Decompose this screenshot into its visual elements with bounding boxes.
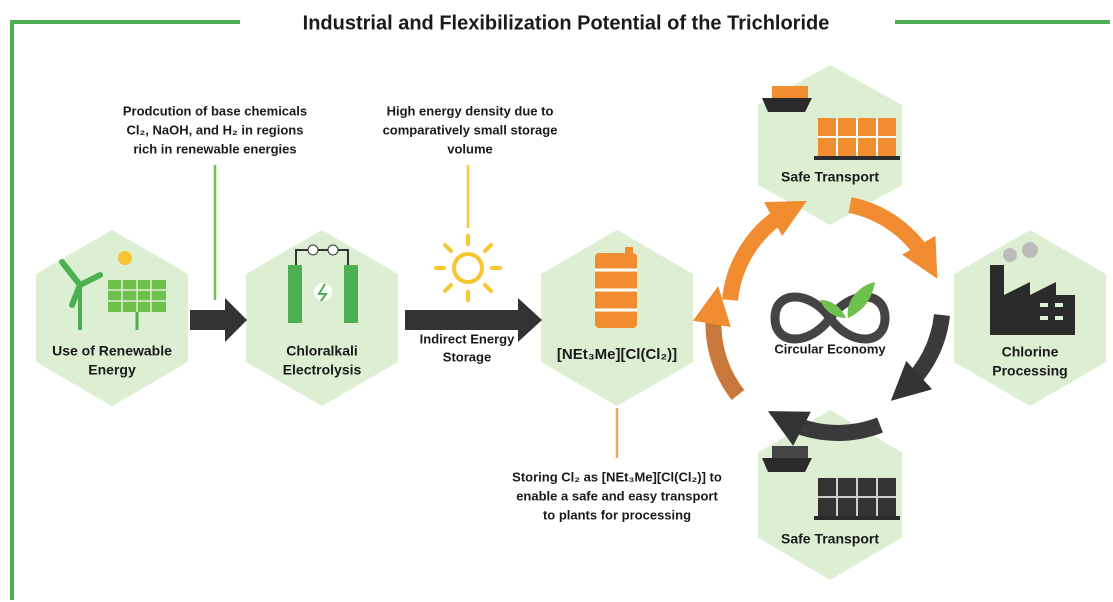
icon-barrel bbox=[595, 247, 637, 328]
node-label: Chlorine bbox=[1002, 344, 1059, 360]
annotation: to plants for processing bbox=[543, 507, 691, 522]
node-label: Energy bbox=[88, 362, 136, 378]
arrow bbox=[190, 298, 247, 342]
hexagon bbox=[246, 230, 398, 406]
arrow-label: Indirect Energy bbox=[420, 331, 515, 346]
node-label: Electrolysis bbox=[283, 362, 362, 378]
icon-sun bbox=[436, 236, 500, 300]
annotation: rich in renewable energies bbox=[133, 141, 296, 156]
annotation: High energy density due to bbox=[387, 103, 554, 118]
annotation: comparatively small storage bbox=[383, 122, 558, 137]
icon-circular bbox=[775, 282, 885, 339]
title: Industrial and Flexibilization Potential… bbox=[303, 12, 830, 34]
annotation: Storing Cl₂ as [NEt₃Me][Cl(Cl₂)] to bbox=[512, 469, 722, 484]
node-label: Chloralkali bbox=[286, 343, 358, 359]
annotation: Cl₂, NaOH, and H₂ in regions bbox=[127, 122, 304, 137]
node-label: Use of Renewable bbox=[52, 343, 172, 359]
node-label: Safe Transport bbox=[781, 531, 879, 547]
node-label: [NEt₃Me][Cl(Cl₂)] bbox=[557, 346, 677, 363]
annotation: volume bbox=[447, 141, 493, 156]
node-label: Processing bbox=[992, 363, 1067, 379]
node-label: Safe Transport bbox=[781, 169, 879, 185]
arrow-label: Storage bbox=[443, 349, 491, 364]
hexagon bbox=[36, 230, 188, 406]
center-label: Circular Economy bbox=[774, 341, 886, 356]
annotation: enable a safe and easy transport bbox=[516, 488, 718, 503]
annotation: Prodcution of base chemicals bbox=[123, 103, 307, 118]
diagram: Industrial and Flexibilization Potential… bbox=[0, 0, 1113, 602]
